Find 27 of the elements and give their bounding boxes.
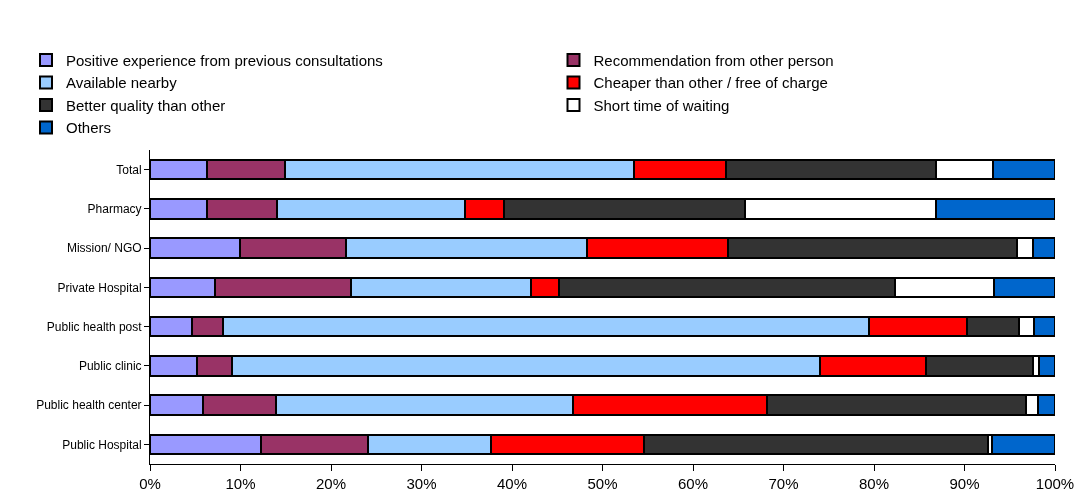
legend-label: Available nearby bbox=[66, 74, 178, 92]
bar bbox=[990, 433, 1055, 456]
x-tick-label: 20% bbox=[315, 475, 347, 492]
y-tick-label: Public health post bbox=[46, 319, 143, 334]
y-tick-label: Mission/ NGO bbox=[66, 241, 142, 256]
x-tick-label: 30% bbox=[406, 475, 437, 492]
x-tick-label: 90% bbox=[949, 475, 980, 492]
x-tick-label: 0% bbox=[139, 475, 161, 492]
legend-label: Others bbox=[66, 119, 112, 137]
x-tick-label: 60% bbox=[677, 475, 709, 492]
y-tick-label: Public clinic bbox=[78, 359, 142, 374]
x-tick-label: 100% bbox=[1035, 475, 1075, 492]
x-tick-label: 40% bbox=[496, 475, 528, 492]
legend-label: Recommendation from other person bbox=[593, 51, 834, 69]
legend-label: Cheaper than other / free of charge bbox=[593, 74, 828, 92]
x-tick-label: 50% bbox=[587, 475, 618, 492]
y-tick-label: Private Hospital bbox=[57, 280, 142, 295]
y-tick-label: Pharmacy bbox=[87, 202, 142, 217]
x-tick-label: 70% bbox=[768, 475, 799, 492]
y-tick-label: Public health center bbox=[36, 398, 142, 413]
y-tick-label: Public Hospital bbox=[62, 437, 142, 452]
legend-label: Better quality than other bbox=[66, 96, 226, 114]
y-tick-label: Total bbox=[116, 162, 142, 177]
x-tick-label: 10% bbox=[225, 475, 256, 492]
x-tick-label: 80% bbox=[858, 475, 890, 492]
legend-label: Short time of waiting bbox=[593, 96, 730, 114]
legend-label: Positive experience from previous consultations bbox=[66, 51, 383, 69]
